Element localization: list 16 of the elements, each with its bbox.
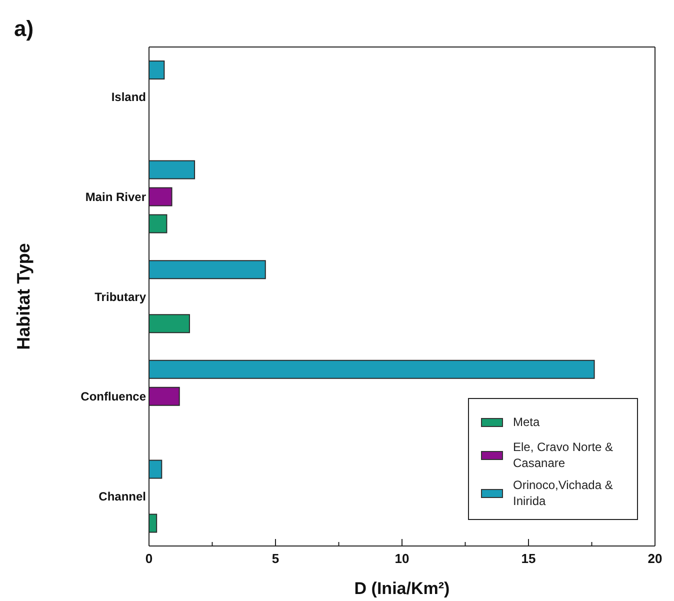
y-tick-label: Island [111,90,146,104]
x-tick-label: 10 [394,551,410,566]
x-tick-label: 5 [272,551,280,566]
x-axis-title: D (Inia/Km²) [354,579,450,598]
legend-label: Ele, Cravo Norte & Casanare [513,439,614,471]
y-tick-label: Main River [85,190,146,204]
y-axis-title: Habitat Type [13,243,34,350]
x-tick-label: 15 [521,551,536,566]
y-tick-label: Confluence [80,390,146,404]
chart-title: a) [14,16,34,42]
legend-label: Orinoco,Vichada & Inirida [513,477,614,509]
x-tick-label: 0 [145,551,153,566]
legend-label: Meta [513,414,540,430]
y-tick-label: Tributary [94,290,146,304]
y-tick-label: Channel [98,489,146,504]
x-tick-label: 20 [648,551,662,566]
